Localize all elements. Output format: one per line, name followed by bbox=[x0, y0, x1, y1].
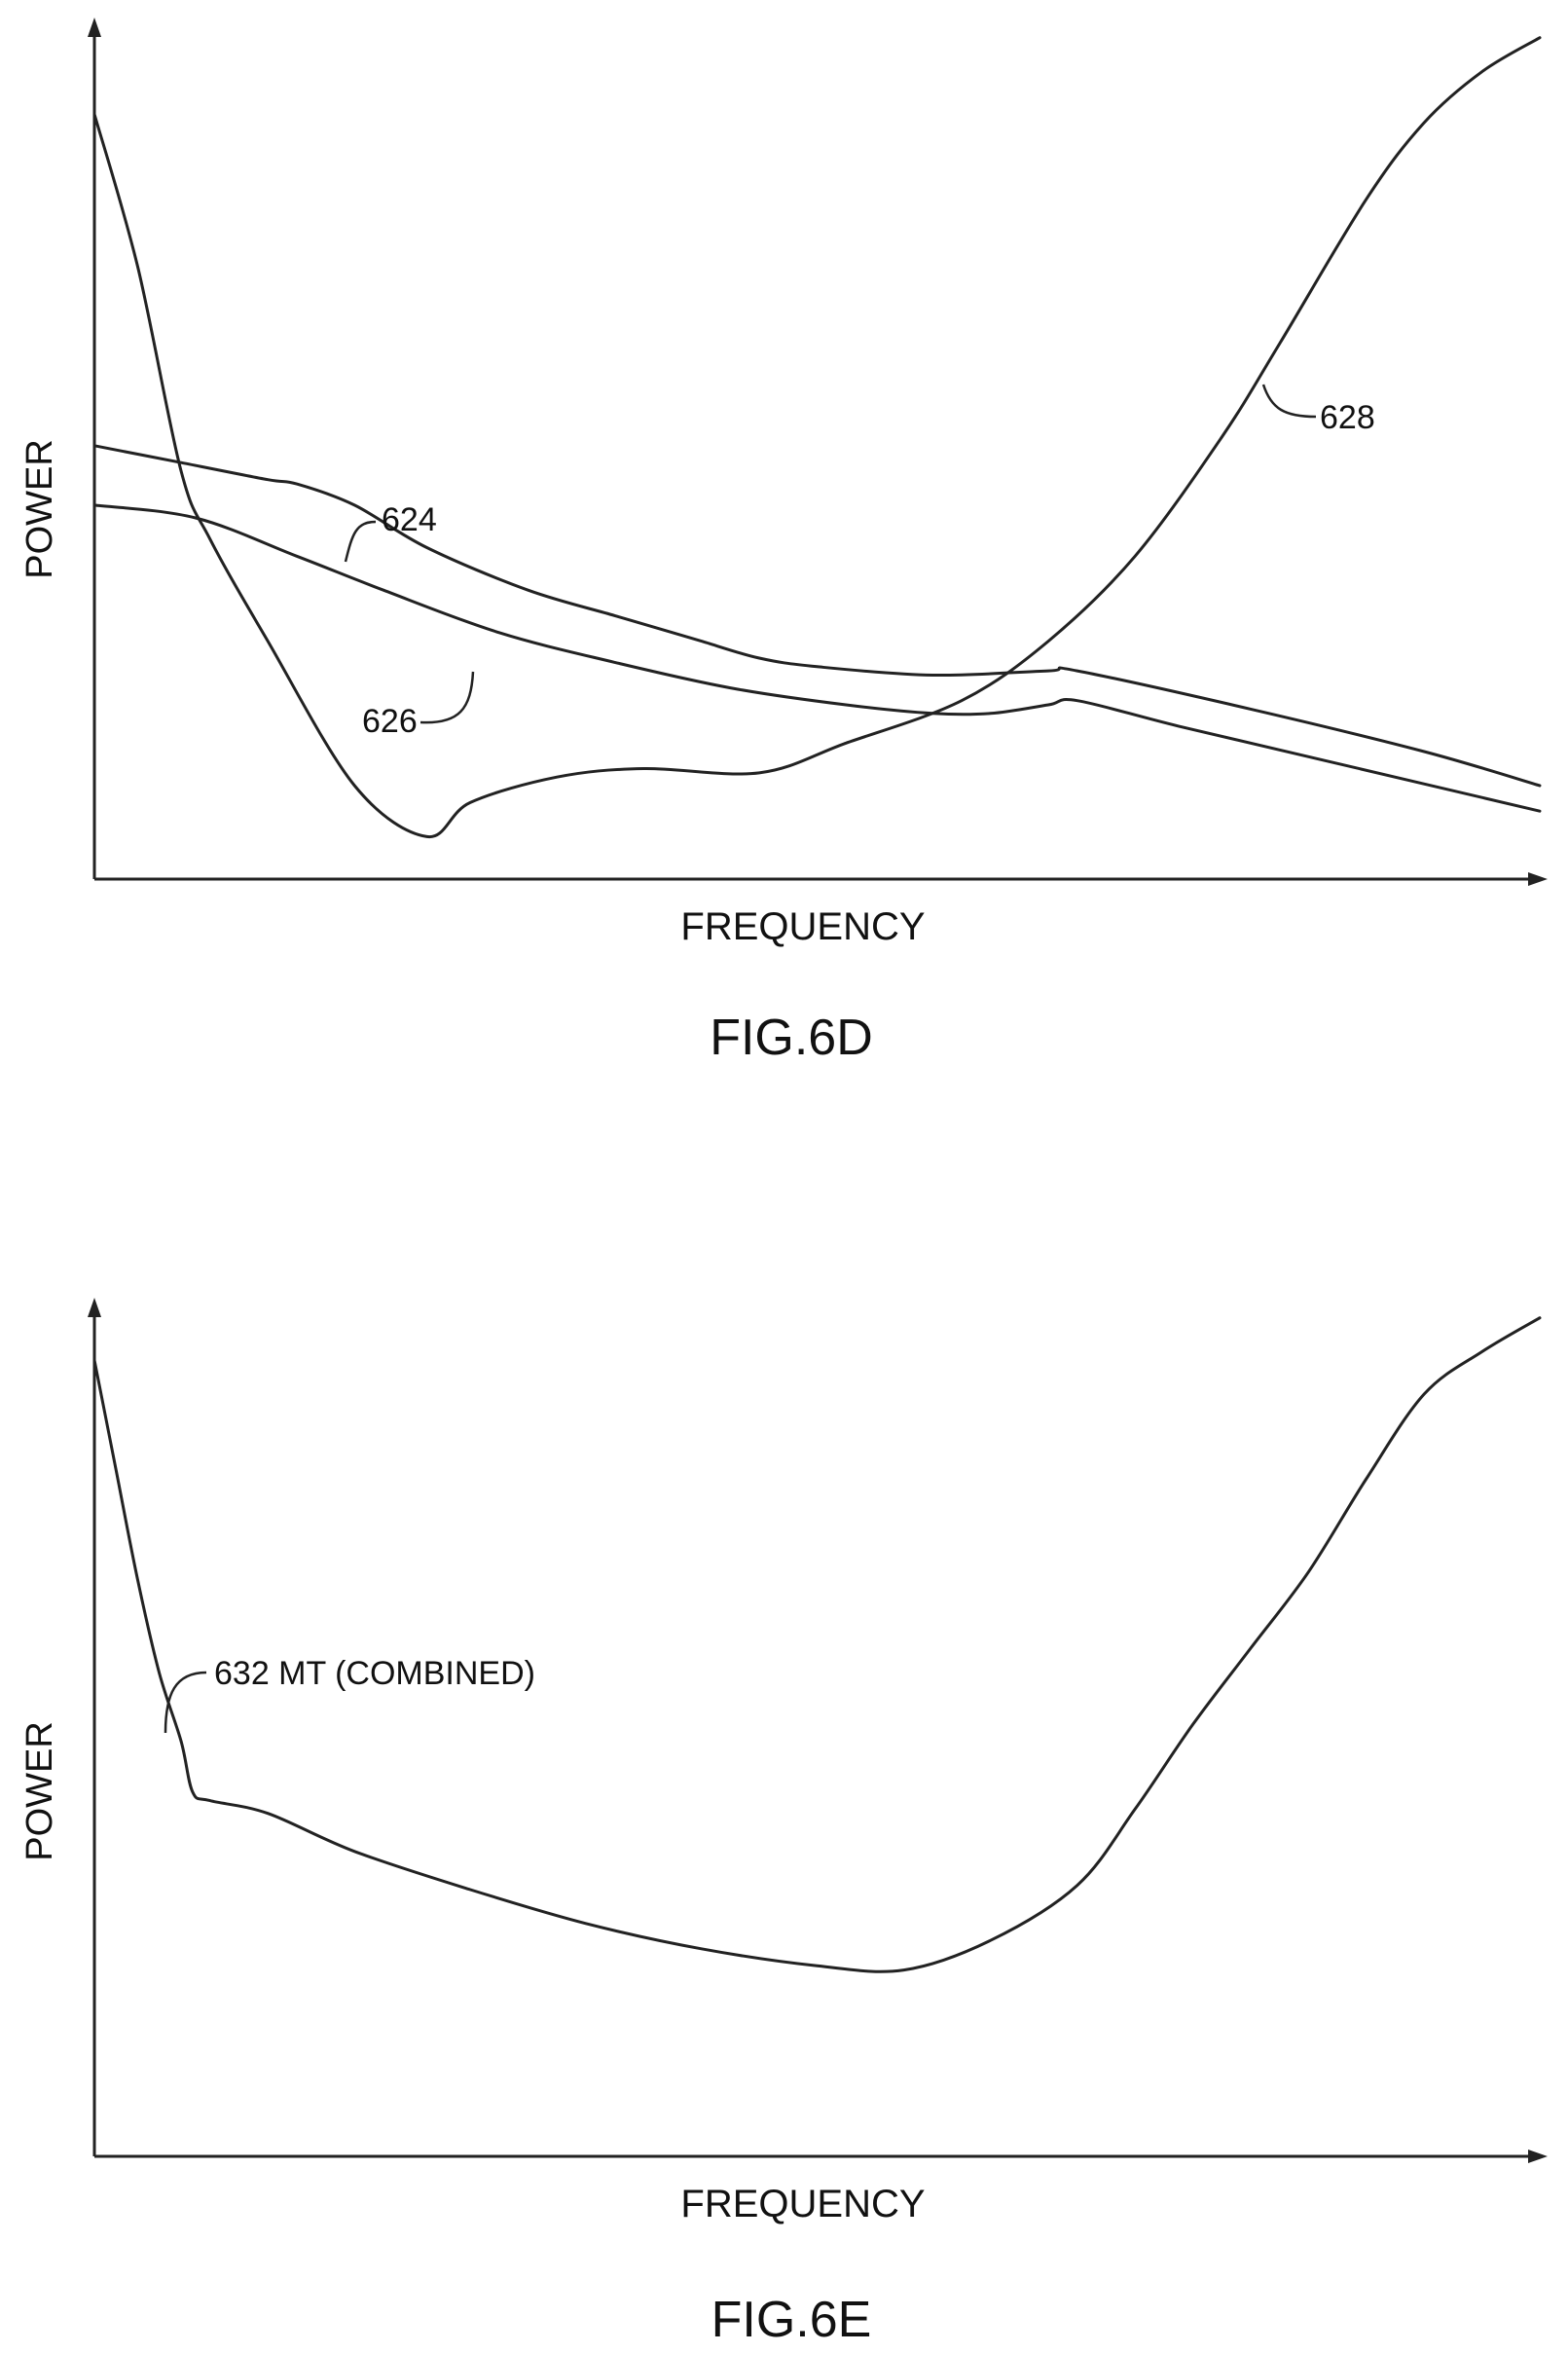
fig-6e: 632 MT (COMBINED) POWER FREQUENCY FIG.6E bbox=[19, 1298, 1548, 2348]
fig6e-series-group bbox=[92, 1316, 1542, 1973]
fig6d-y-axis-label: POWER bbox=[19, 439, 60, 579]
fig6e-caption: FIG.6E bbox=[711, 2292, 872, 2348]
ref-626-leader bbox=[419, 671, 475, 724]
series-line-624 bbox=[92, 444, 1542, 788]
ref-624-leader bbox=[344, 520, 377, 563]
series-line-626 bbox=[92, 503, 1542, 813]
series-line-632 bbox=[92, 1316, 1542, 1973]
fig6d-x-axis-label: FREQUENCY bbox=[680, 905, 925, 948]
series-line-628 bbox=[92, 36, 1542, 838]
ref-626-label: 626 bbox=[362, 703, 418, 740]
fig-6d: 624 626 628 POWER FREQUENCY FIG.6D bbox=[19, 18, 1548, 1066]
fig6e-x-arrowhead-icon bbox=[1528, 2150, 1548, 2163]
ref-624-label: 624 bbox=[382, 501, 437, 538]
ref-632-label: 632 MT (COMBINED) bbox=[214, 1655, 535, 1692]
fig6e-x-axis-label: FREQUENCY bbox=[680, 2183, 925, 2225]
fig6d-y-arrowhead-icon bbox=[88, 18, 101, 37]
fig6e-y-arrowhead-icon bbox=[88, 1298, 101, 1317]
fig6e-y-axis-label: POWER bbox=[19, 1721, 60, 1861]
ref-632-leader bbox=[164, 1671, 207, 1734]
fig6d-caption: FIG.6D bbox=[710, 1010, 873, 1066]
ref-628-leader bbox=[1261, 384, 1317, 419]
fig6d-x-arrowhead-icon bbox=[1528, 872, 1548, 886]
ref-628-label: 628 bbox=[1320, 399, 1375, 436]
fig6d-series-group bbox=[92, 36, 1542, 838]
